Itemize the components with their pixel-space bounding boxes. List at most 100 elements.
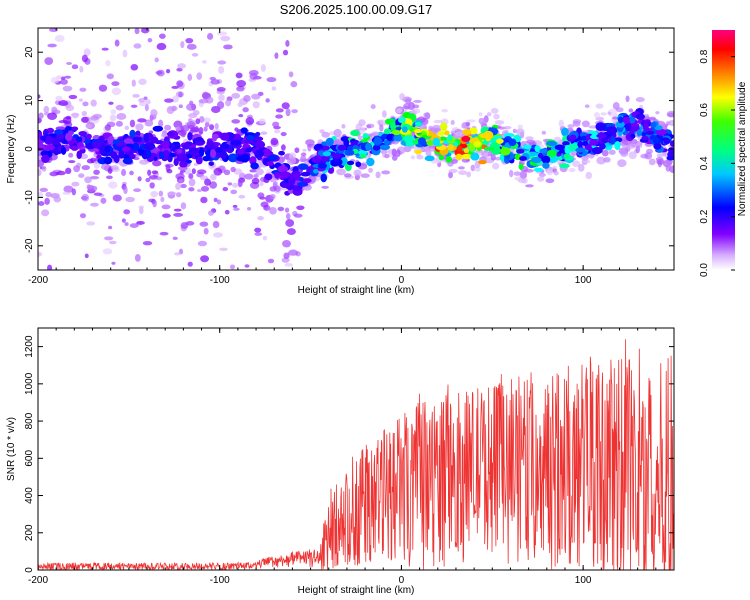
spectrogram-cell bbox=[281, 144, 286, 151]
spectrogram-cell bbox=[86, 221, 96, 226]
spectrogram-cell bbox=[518, 163, 524, 170]
spectrogram-cell bbox=[217, 31, 228, 36]
spectrogram-cell bbox=[199, 116, 205, 123]
spectrogram-cell bbox=[111, 261, 116, 265]
spectrogram-cell bbox=[212, 220, 220, 229]
spectrogram-cell bbox=[600, 112, 607, 116]
spectrogram-cell bbox=[38, 117, 42, 124]
spectrogram-cell bbox=[204, 121, 210, 128]
spectrogram-cell bbox=[668, 119, 674, 127]
spectrogram-cell bbox=[60, 79, 68, 85]
spectrogram-cell bbox=[172, 95, 179, 103]
spectrogram-cell bbox=[187, 73, 193, 82]
spectrogram-cell bbox=[92, 113, 102, 119]
spectrogram-cell bbox=[393, 135, 403, 142]
spectrogram-cell bbox=[224, 209, 230, 215]
spectrogram-cell bbox=[288, 176, 296, 186]
spectrogram-cell bbox=[53, 196, 62, 203]
spectrogram-cell bbox=[90, 99, 97, 107]
spectrogram-cell bbox=[220, 35, 231, 42]
spectrogram-cell bbox=[129, 119, 136, 128]
spectrogram-cell bbox=[176, 154, 188, 163]
spectrogram-cell bbox=[534, 145, 541, 153]
y-tick-label: -10 bbox=[24, 190, 35, 205]
spectrogram-cell bbox=[285, 219, 295, 227]
spectrogram-cell bbox=[274, 52, 279, 59]
spectrogram-cell bbox=[93, 192, 103, 196]
spectrogram-cell bbox=[595, 103, 604, 109]
spectrogram-cell bbox=[267, 154, 278, 161]
spectrogram-cell bbox=[121, 146, 131, 152]
spectrogram-cell bbox=[177, 63, 187, 69]
spectrogram-cell bbox=[545, 178, 555, 184]
spectrogram-cell bbox=[355, 161, 362, 168]
spectrogram-cell bbox=[478, 117, 485, 125]
spectrogram-cell bbox=[84, 176, 92, 184]
spectrogram-cell bbox=[358, 150, 368, 156]
spectrogram-cell bbox=[123, 138, 134, 144]
spectrogram-cell bbox=[291, 184, 302, 192]
spectrogram-cell bbox=[386, 133, 393, 142]
spectrogram-cell bbox=[359, 153, 367, 159]
spectrogram-cell bbox=[198, 126, 204, 135]
spectrogram-cell bbox=[359, 127, 366, 135]
spectrogram-cell bbox=[458, 170, 468, 176]
spectrogram-cell bbox=[96, 154, 102, 159]
spectrogram-cell bbox=[615, 121, 625, 128]
spectrogram-cell bbox=[585, 171, 593, 180]
spectrogram-cell bbox=[56, 75, 62, 80]
spectrogram-cell bbox=[199, 221, 209, 227]
spectrogram-cell bbox=[158, 190, 164, 197]
spectrogram-cell bbox=[466, 119, 476, 123]
spectrogram-cell bbox=[405, 141, 414, 147]
spectrogram-cell bbox=[38, 251, 43, 257]
spectrogram-cell bbox=[219, 247, 228, 251]
spectrogram-cell bbox=[262, 235, 268, 241]
spectrogram-cell bbox=[245, 134, 255, 141]
spectrogram-cell bbox=[493, 113, 500, 120]
spectrogram-cell bbox=[180, 183, 187, 189]
spectrogram-cell bbox=[204, 178, 212, 186]
spectrogram-cell bbox=[403, 135, 415, 143]
spectrogram-cell bbox=[630, 141, 637, 148]
spectrogram-cell bbox=[78, 98, 83, 102]
spectrogram-cell bbox=[344, 149, 355, 156]
spectrogram-cell bbox=[90, 157, 96, 164]
spectrogram-cell bbox=[213, 232, 223, 238]
spectrogram-cell bbox=[448, 168, 458, 173]
colorbar-tick-label: 0.0 bbox=[699, 263, 710, 277]
x-tick-label: -100 bbox=[210, 275, 230, 286]
spectrogram-cell bbox=[81, 54, 88, 63]
spectrogram-cell bbox=[635, 113, 645, 120]
spectrogram-cell bbox=[175, 143, 181, 150]
spectrogram-cell bbox=[401, 126, 408, 133]
spectrogram-cell bbox=[509, 169, 514, 178]
spectrogram-cell bbox=[233, 207, 240, 211]
spectrogram-cell bbox=[307, 144, 312, 152]
spectrogram-cell bbox=[213, 197, 218, 203]
spectrogram-cell bbox=[381, 170, 391, 175]
spectrogram-cell bbox=[666, 155, 674, 161]
spectrogram-cell bbox=[537, 176, 545, 182]
spectrogram-cell bbox=[107, 136, 114, 145]
spectrogram-cell bbox=[599, 143, 606, 150]
spectrogram-cell bbox=[575, 147, 586, 153]
spectrogram-cell bbox=[136, 220, 145, 225]
spectrogram-cell bbox=[51, 137, 61, 146]
spectrogram-cell bbox=[655, 111, 660, 115]
spectrogram-cell bbox=[152, 160, 162, 167]
spectrogram-cell bbox=[300, 171, 311, 177]
spectrogram-cell bbox=[240, 127, 248, 134]
spectrogram-cell bbox=[106, 73, 115, 80]
spectrogram-cell bbox=[189, 151, 201, 156]
spectrogram-cell bbox=[237, 102, 243, 108]
spectrogram-cell bbox=[197, 240, 208, 247]
snr-frame bbox=[37, 327, 675, 571]
spectrogram-cell bbox=[112, 194, 122, 202]
spectrogram-cell bbox=[541, 130, 547, 135]
spectrogram-cell bbox=[508, 138, 517, 147]
spectrogram-cell bbox=[615, 107, 624, 113]
spectrogram-cell bbox=[38, 94, 41, 99]
spectrogram-cell bbox=[305, 139, 315, 146]
spectrogram-cell bbox=[158, 119, 164, 128]
